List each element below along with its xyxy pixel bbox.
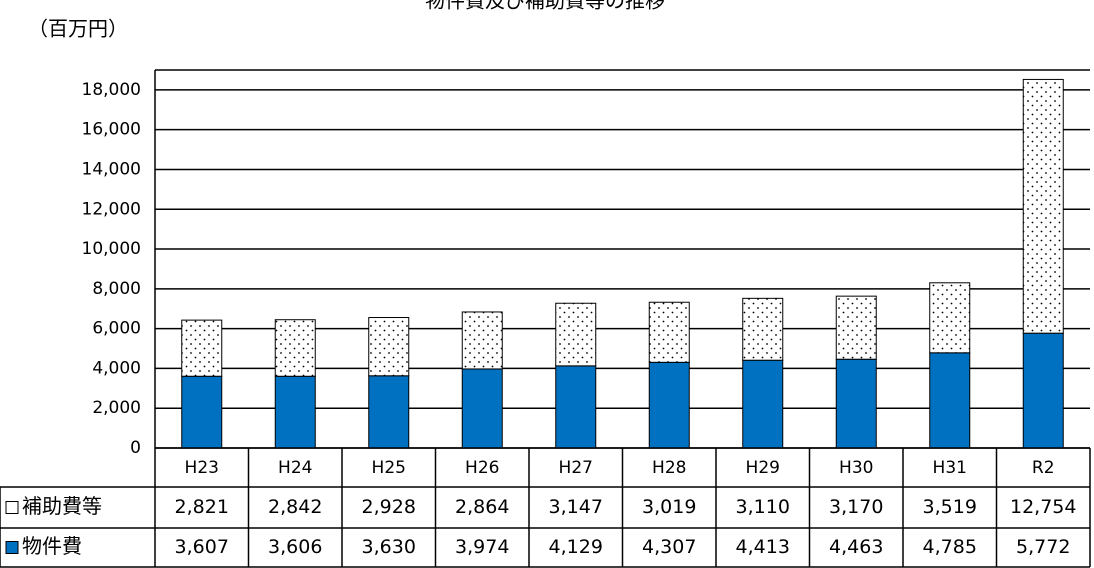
table-value: 4,129 [549,536,603,558]
x-tick-label: H23 [185,458,219,478]
table-value: 3,170 [829,496,883,518]
x-tick-label: H27 [559,458,593,478]
bar-segment [648,361,690,449]
bar-segment [929,282,971,354]
bar-segment [1022,332,1064,449]
bar-segment [368,375,410,449]
y-tick-label: 8,000 [92,279,141,299]
table-value: 12,754 [1010,496,1076,518]
table-value: 4,307 [642,536,696,558]
table-value: 3,974 [455,536,509,558]
x-tick-label: H26 [465,458,499,478]
bar-segment [648,301,690,363]
y-tick-label: 18,000 [82,80,141,100]
chart-title: 物件費及び補助費等の推移 [425,0,665,13]
x-tick-label: H25 [372,458,406,478]
table-value: 4,463 [829,536,883,558]
x-tick-label: H28 [652,458,686,478]
bar-segment [835,358,877,449]
table-value: 3,147 [549,496,603,518]
y-tick-label: 10,000 [82,239,141,259]
legend-swatch [5,501,19,514]
y-tick-label: 0 [130,438,141,458]
table-value: 3,607 [175,536,229,558]
table-value: 3,019 [642,496,696,518]
bar-segment [555,302,597,367]
table-value: 3,110 [736,496,790,518]
bar-segment [274,375,316,449]
bar-segment [742,359,784,449]
bar-segment [929,352,971,449]
table-value: 4,785 [923,536,977,558]
table-value: 2,864 [455,496,509,518]
table-value: 2,842 [268,496,322,518]
y-tick-label: 6,000 [92,319,141,339]
table-value: 3,606 [268,536,322,558]
bar-segment [1022,78,1064,334]
bar-segment [742,297,784,361]
y-axis-label: （百万円） [28,17,128,41]
table-value: 2,821 [175,496,229,518]
legend-label: 物件費 [22,534,82,558]
table-value: 4,413 [736,536,790,558]
table-value: 5,772 [1016,536,1070,558]
bar-segment [835,295,877,360]
y-tick-label: 4,000 [92,358,141,378]
table-value: 2,928 [362,496,416,518]
table-value: 3,519 [923,496,977,518]
bar-segment [181,319,223,377]
bar-segment [461,368,503,449]
x-tick-label: H29 [746,458,780,478]
legend-swatch [5,541,19,554]
y-tick-label: 2,000 [92,398,141,418]
legend-label: 補助費等 [22,494,102,518]
bar-segment [555,365,597,449]
bar-segment [181,375,223,449]
y-tick-label: 14,000 [82,159,141,179]
x-tick-label: R2 [1032,458,1055,478]
bar-segment [274,319,316,377]
x-tick-label: H30 [839,458,873,478]
bar-segment [368,317,410,377]
y-tick-label: 12,000 [82,199,141,219]
y-tick-label: 16,000 [82,120,141,140]
x-tick-label: H31 [933,458,967,478]
x-tick-label: H24 [278,458,312,478]
bar-segment [461,311,503,370]
table-value: 3,630 [362,536,416,558]
